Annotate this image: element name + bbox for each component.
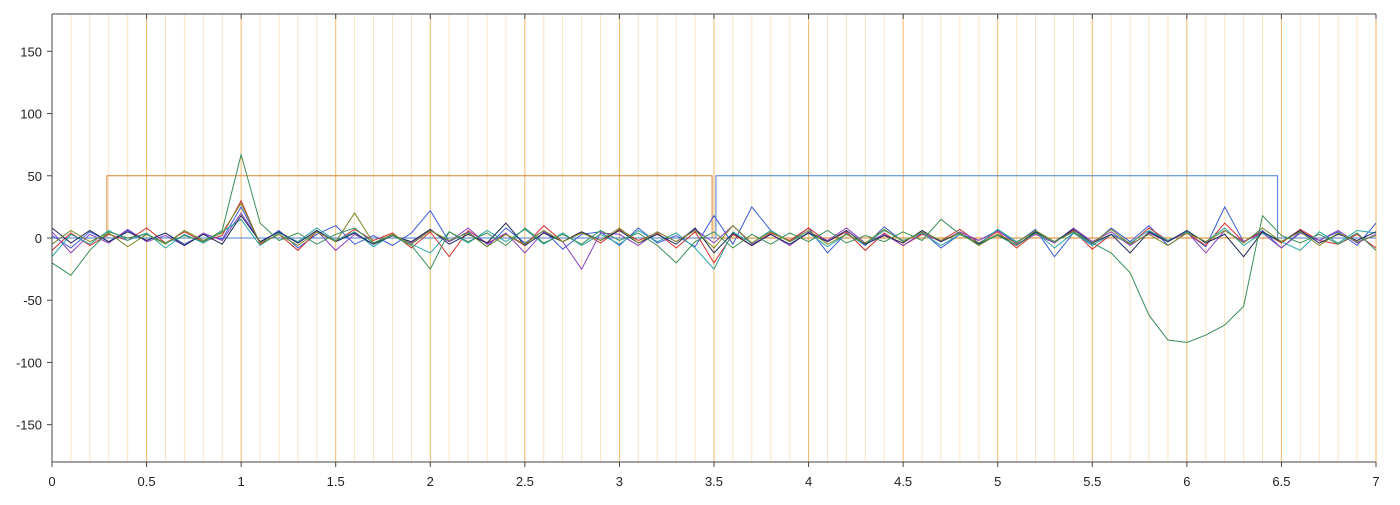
x-tick-label: 6.5 [1272,474,1290,489]
axis-frame [51,13,1376,463]
x-tick-label: 1 [238,474,245,489]
y-tick-label: -150 [16,418,42,433]
x-tick-label: 5 [994,474,1001,489]
x-tick-label: 2.5 [516,474,534,489]
x-tick-label: 7 [1372,474,1379,489]
y-tick-label: 150 [20,44,42,59]
x-tick-label: 5.5 [1083,474,1101,489]
y-tick-label: -100 [16,355,42,370]
series-line [51,202,1377,249]
x-tick-label: 6 [1183,474,1190,489]
x-tick-label: 3.5 [705,474,723,489]
x-tick-label: 0 [48,474,55,489]
y-tick-label: 50 [28,169,42,184]
y-tick-label: 0 [35,231,42,246]
x-tick-label: 1.5 [327,474,345,489]
x-tick-label: 2 [427,474,434,489]
x-tick-label: 4.5 [894,474,912,489]
y-tick-label: -50 [23,293,42,308]
y-tick-label: 100 [20,107,42,122]
x-tick-label: 4 [805,474,812,489]
series-line [51,152,1377,344]
x-tick-label: 0.5 [138,474,156,489]
x-tick-label: 3 [616,474,623,489]
